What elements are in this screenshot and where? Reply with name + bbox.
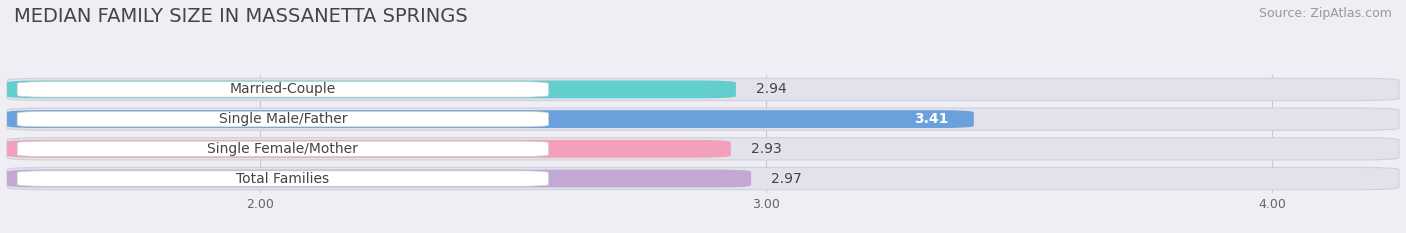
Text: Married-Couple: Married-Couple (229, 82, 336, 96)
Text: Single Female/Mother: Single Female/Mother (208, 142, 359, 156)
FancyBboxPatch shape (7, 81, 735, 98)
FancyBboxPatch shape (7, 78, 1399, 101)
Text: Total Families: Total Families (236, 171, 329, 185)
FancyBboxPatch shape (7, 140, 731, 158)
Text: 2.93: 2.93 (751, 142, 782, 156)
Text: 3.41: 3.41 (914, 112, 949, 126)
FancyBboxPatch shape (17, 82, 548, 97)
Text: 2.94: 2.94 (756, 82, 787, 96)
FancyBboxPatch shape (7, 167, 1399, 190)
FancyBboxPatch shape (7, 170, 751, 187)
FancyBboxPatch shape (17, 171, 548, 186)
FancyBboxPatch shape (17, 111, 548, 127)
Text: Single Male/Father: Single Male/Father (219, 112, 347, 126)
FancyBboxPatch shape (7, 108, 1399, 130)
FancyBboxPatch shape (7, 110, 974, 128)
FancyBboxPatch shape (7, 138, 1399, 160)
Text: Source: ZipAtlas.com: Source: ZipAtlas.com (1258, 7, 1392, 20)
Text: MEDIAN FAMILY SIZE IN MASSANETTA SPRINGS: MEDIAN FAMILY SIZE IN MASSANETTA SPRINGS (14, 7, 468, 26)
Text: 2.97: 2.97 (772, 171, 801, 185)
FancyBboxPatch shape (17, 141, 548, 157)
